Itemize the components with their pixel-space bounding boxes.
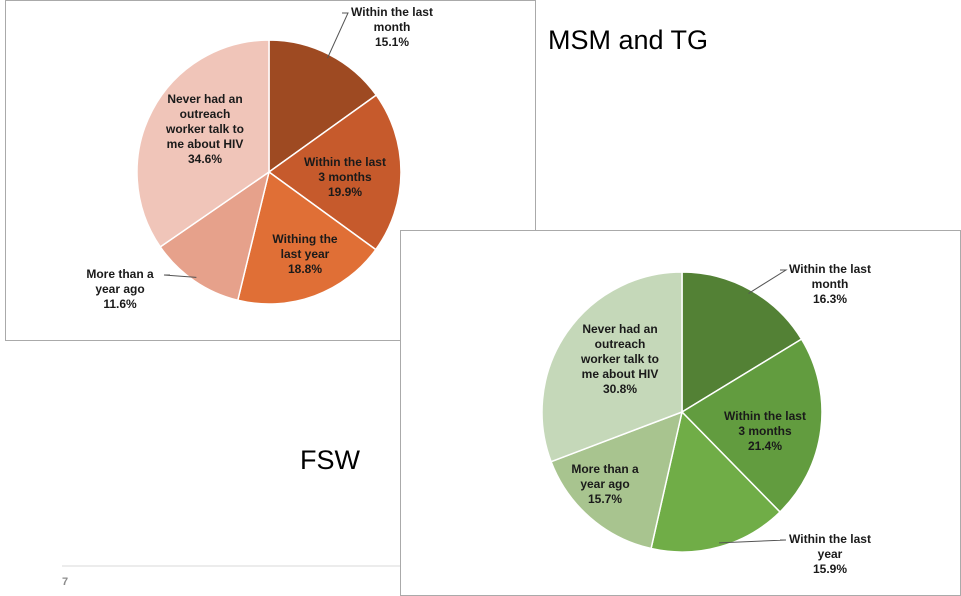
pie-slice	[267, 94, 402, 251]
category-label: Within the last year	[789, 532, 871, 561]
leader-line	[163, 274, 197, 278]
pie-slice	[159, 170, 271, 302]
leader-line	[748, 269, 788, 294]
value-label: 30.8%	[603, 382, 637, 396]
category-label: Within the last 3 months	[724, 409, 806, 438]
leader-line	[327, 12, 349, 59]
category-label: Never had an outreach worker talk to me abo…	[580, 322, 659, 381]
pie-slice	[541, 271, 683, 463]
category-label: Never had an outreach worker talk to me abo…	[165, 92, 244, 151]
category-label: More than a year ago	[571, 462, 639, 491]
value-label: 21.4%	[748, 439, 782, 453]
value-label: 16.3%	[813, 292, 847, 306]
category-label: Within the last month	[351, 5, 433, 34]
category-label: Within the last month	[789, 262, 871, 291]
pie-slice	[550, 410, 684, 550]
value-label: 19.9%	[328, 185, 362, 199]
leader-line	[719, 539, 787, 544]
value-label: 11.6%	[103, 297, 137, 311]
pie-slice	[136, 39, 270, 248]
category-label: Withing the last year	[272, 232, 338, 261]
pie-slice	[650, 410, 782, 553]
pie-slice	[681, 271, 803, 414]
category-label: More than a year ago	[86, 267, 154, 296]
slide-label: FSW	[300, 445, 361, 475]
value-label: 34.6%	[188, 152, 222, 166]
value-label: 15.9%	[813, 562, 847, 576]
page-number: 7	[62, 576, 68, 588]
value-label: 15.1%	[375, 35, 409, 49]
value-label: 15.7%	[588, 492, 622, 506]
pie-slice	[680, 338, 823, 514]
category-label: Within the last 3 months	[304, 155, 386, 184]
value-label: 18.8%	[288, 262, 322, 276]
slide-label: MSM and TG	[548, 25, 708, 55]
pie-slice	[236, 170, 377, 305]
